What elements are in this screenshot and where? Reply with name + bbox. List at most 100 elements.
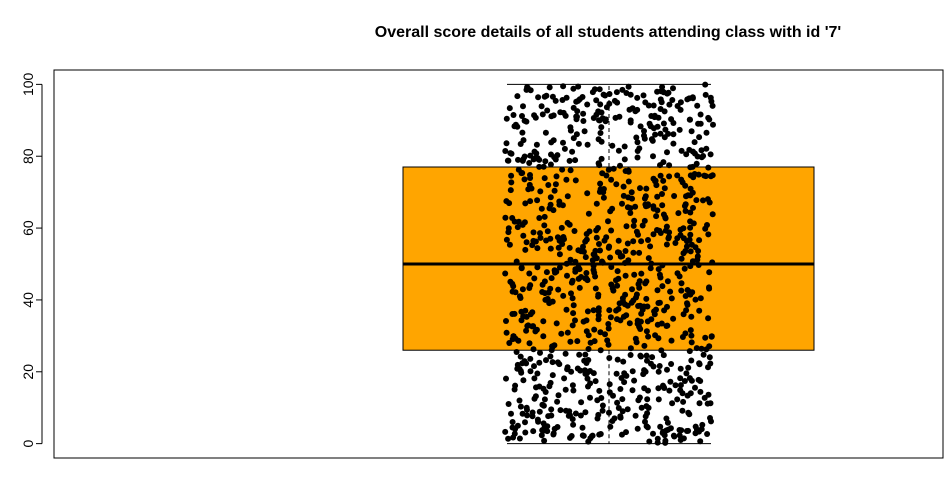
score-point <box>555 244 562 251</box>
score-point <box>686 116 693 123</box>
score-point <box>605 244 612 251</box>
score-point <box>509 419 516 425</box>
score-point <box>654 227 660 233</box>
score-point <box>595 293 602 300</box>
score-point <box>507 187 514 194</box>
score-point <box>595 160 602 167</box>
score-point <box>677 375 684 382</box>
score-point <box>684 300 690 307</box>
score-point <box>539 111 546 118</box>
score-point <box>605 325 612 332</box>
score-point <box>704 222 710 228</box>
score-point <box>589 257 596 264</box>
score-point <box>697 120 704 127</box>
score-point <box>686 146 693 153</box>
score-point <box>638 270 645 277</box>
score-point <box>638 353 644 360</box>
score-point <box>587 339 594 346</box>
score-point <box>694 256 701 263</box>
score-point <box>687 248 694 255</box>
score-point <box>505 435 512 442</box>
score-point <box>647 243 654 250</box>
score-point <box>510 283 517 290</box>
score-point <box>542 389 549 395</box>
score-point <box>502 148 509 154</box>
score-point <box>661 385 668 391</box>
score-point <box>527 355 534 362</box>
score-point <box>689 95 696 102</box>
score-point <box>621 370 628 377</box>
score-point <box>532 114 539 121</box>
score-point <box>522 429 529 436</box>
score-point <box>664 419 671 426</box>
score-point <box>575 140 582 147</box>
score-point <box>631 377 638 384</box>
score-point <box>588 433 595 440</box>
score-point <box>707 173 714 180</box>
score-point <box>683 370 690 377</box>
score-point <box>549 359 556 366</box>
score-point <box>642 418 648 425</box>
score-point <box>598 124 605 131</box>
score-point <box>508 179 515 186</box>
score-point <box>688 377 695 384</box>
score-point <box>696 237 703 244</box>
score-point <box>641 217 648 224</box>
score-point <box>547 379 554 386</box>
score-point <box>549 93 556 100</box>
score-point <box>540 402 547 409</box>
score-point <box>540 318 547 325</box>
score-point <box>606 381 613 388</box>
score-point <box>550 137 557 144</box>
score-point <box>581 367 588 374</box>
score-point <box>678 255 685 262</box>
score-point <box>523 360 530 367</box>
score-point <box>597 431 604 437</box>
score-point <box>505 401 512 407</box>
score-point <box>595 136 602 143</box>
score-point <box>556 251 563 258</box>
score-point <box>642 99 649 106</box>
score-point <box>657 423 664 430</box>
score-point <box>515 337 522 344</box>
score-point <box>517 353 524 360</box>
score-point <box>541 278 548 285</box>
score-point <box>634 139 641 146</box>
score-point <box>518 170 525 177</box>
score-point <box>566 157 573 164</box>
score-point <box>514 93 521 100</box>
score-point <box>627 210 634 216</box>
score-point <box>600 186 607 192</box>
score-point <box>624 240 631 247</box>
score-point <box>608 264 615 270</box>
score-point <box>584 375 591 382</box>
score-point <box>572 177 579 184</box>
score-point <box>511 218 518 225</box>
score-point <box>596 86 603 93</box>
score-point <box>690 204 696 211</box>
score-point <box>620 313 627 320</box>
score-point <box>575 264 582 271</box>
score-point <box>704 196 711 203</box>
score-point <box>672 382 679 389</box>
score-point <box>645 237 651 243</box>
score-point <box>607 423 614 430</box>
score-point <box>599 402 606 409</box>
score-point <box>569 382 576 389</box>
score-point <box>692 244 699 251</box>
score-point <box>537 349 543 356</box>
score-point <box>687 185 694 192</box>
score-point <box>674 270 681 277</box>
score-point <box>624 406 631 413</box>
score-point <box>585 383 591 390</box>
score-point <box>543 269 550 276</box>
score-point <box>516 435 523 442</box>
score-point <box>677 437 684 443</box>
score-point <box>505 157 512 164</box>
score-point <box>570 310 577 317</box>
score-point <box>583 270 590 276</box>
score-point <box>543 357 549 364</box>
score-point <box>589 89 596 96</box>
score-point <box>644 396 651 403</box>
score-point <box>569 322 576 329</box>
